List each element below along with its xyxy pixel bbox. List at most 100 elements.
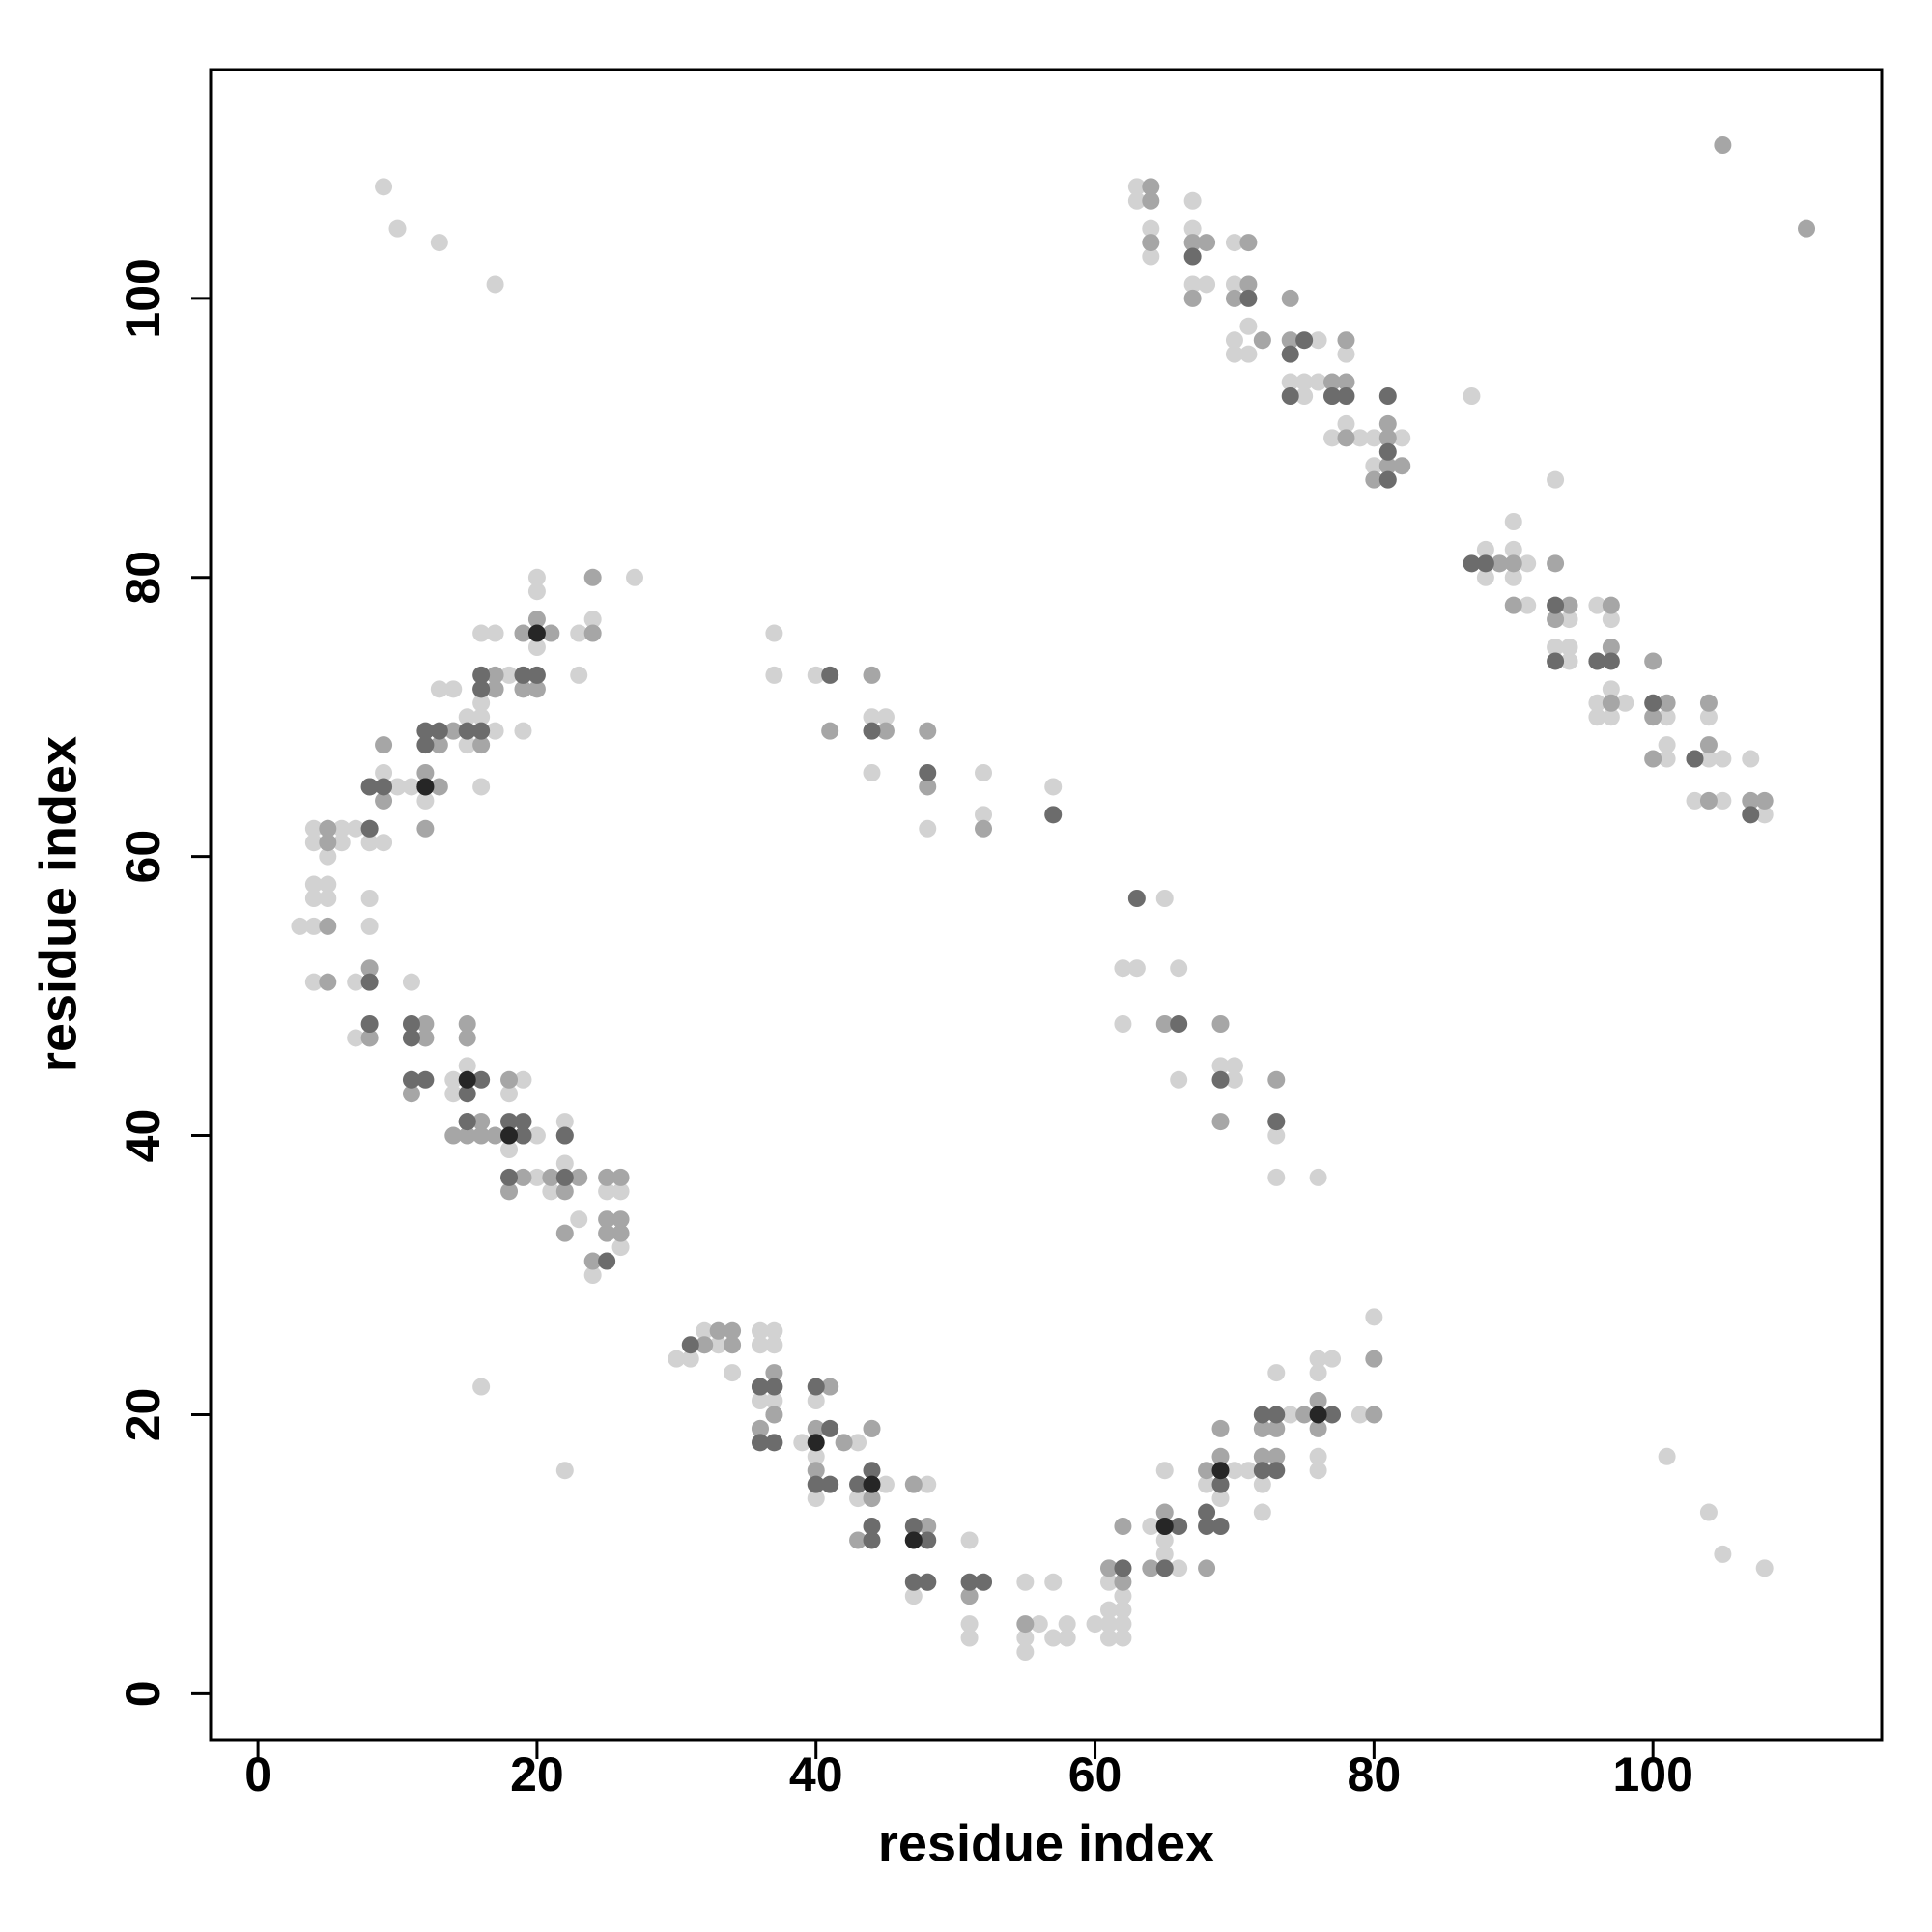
point: [1211, 1475, 1230, 1493]
point: [1099, 1601, 1118, 1619]
point: [1099, 1629, 1118, 1647]
point: [919, 1475, 937, 1493]
point: [444, 680, 463, 698]
point: [1044, 806, 1063, 824]
point: [458, 1029, 476, 1047]
point: [472, 624, 491, 642]
point: [1253, 1406, 1271, 1424]
point: [583, 1252, 602, 1270]
point: [1170, 1559, 1188, 1577]
point: [821, 1419, 839, 1437]
point: [724, 1364, 742, 1382]
y-axis-title: residue index: [29, 736, 87, 1072]
point: [1393, 429, 1411, 447]
point: [1588, 708, 1606, 726]
point: [1044, 778, 1063, 796]
point: [1309, 1392, 1327, 1409]
point: [863, 1490, 881, 1508]
point: [1183, 275, 1202, 294]
point: [1378, 414, 1397, 433]
point: [1588, 694, 1606, 712]
point: [1211, 1490, 1230, 1508]
point: [611, 1238, 630, 1257]
point: [751, 1378, 769, 1396]
point: [1267, 1364, 1286, 1382]
point: [751, 1336, 769, 1354]
point: [1044, 1573, 1063, 1591]
point: [1463, 554, 1481, 573]
point: [402, 1015, 420, 1033]
point: [821, 666, 839, 684]
point: [1267, 1070, 1286, 1089]
point: [347, 1029, 365, 1047]
point: [527, 624, 546, 642]
point: [1463, 387, 1481, 405]
point: [458, 1015, 476, 1033]
point: [1183, 234, 1202, 252]
point: [751, 1434, 769, 1452]
point: [1644, 652, 1662, 670]
point: [709, 1321, 727, 1340]
point: [430, 736, 448, 754]
point: [919, 722, 937, 740]
point: [542, 624, 560, 642]
point: [696, 1336, 714, 1354]
point: [458, 1113, 476, 1131]
point: [1309, 1406, 1327, 1424]
point: [1504, 568, 1522, 586]
point: [1560, 611, 1578, 629]
point: [598, 1168, 616, 1186]
point: [360, 778, 379, 796]
point: [1602, 596, 1620, 614]
point: [1519, 596, 1537, 614]
point: [1142, 247, 1160, 266]
point: [360, 973, 379, 991]
point: [527, 611, 546, 629]
point: [472, 680, 491, 698]
point: [1267, 1113, 1286, 1131]
point: [849, 1490, 867, 1508]
point: [527, 568, 546, 586]
point: [1142, 1559, 1160, 1577]
point: [430, 234, 448, 252]
point: [1742, 791, 1760, 810]
point: [598, 1182, 616, 1201]
point: [514, 624, 532, 642]
point: [500, 1126, 519, 1145]
point: [1699, 1503, 1718, 1521]
y-tick-label: 60: [116, 830, 170, 884]
point: [319, 890, 337, 907]
point: [1155, 1015, 1174, 1033]
point: [375, 791, 393, 810]
point: [472, 778, 491, 796]
point: [1658, 750, 1676, 768]
point: [1114, 1015, 1132, 1033]
point: [430, 680, 448, 698]
point: [332, 819, 351, 838]
point: [416, 764, 435, 781]
point: [1225, 1057, 1243, 1075]
point: [1365, 457, 1383, 475]
point: [570, 1168, 588, 1186]
point: [1267, 1447, 1286, 1465]
point: [1114, 1629, 1132, 1647]
point: [1365, 470, 1383, 489]
point: [1239, 1462, 1258, 1480]
point: [1602, 639, 1620, 656]
point: [347, 819, 365, 838]
point: [1504, 596, 1522, 614]
point: [765, 1321, 783, 1340]
point: [1211, 1113, 1230, 1131]
point: [430, 778, 448, 796]
point: [960, 1629, 979, 1647]
point: [1714, 1545, 1732, 1563]
point: [1365, 1406, 1383, 1424]
point: [1378, 470, 1397, 489]
point: [570, 666, 588, 684]
point: [1295, 387, 1314, 405]
point: [1239, 234, 1258, 252]
point: [1142, 234, 1160, 252]
point: [1114, 1601, 1132, 1619]
point: [1058, 1629, 1076, 1647]
